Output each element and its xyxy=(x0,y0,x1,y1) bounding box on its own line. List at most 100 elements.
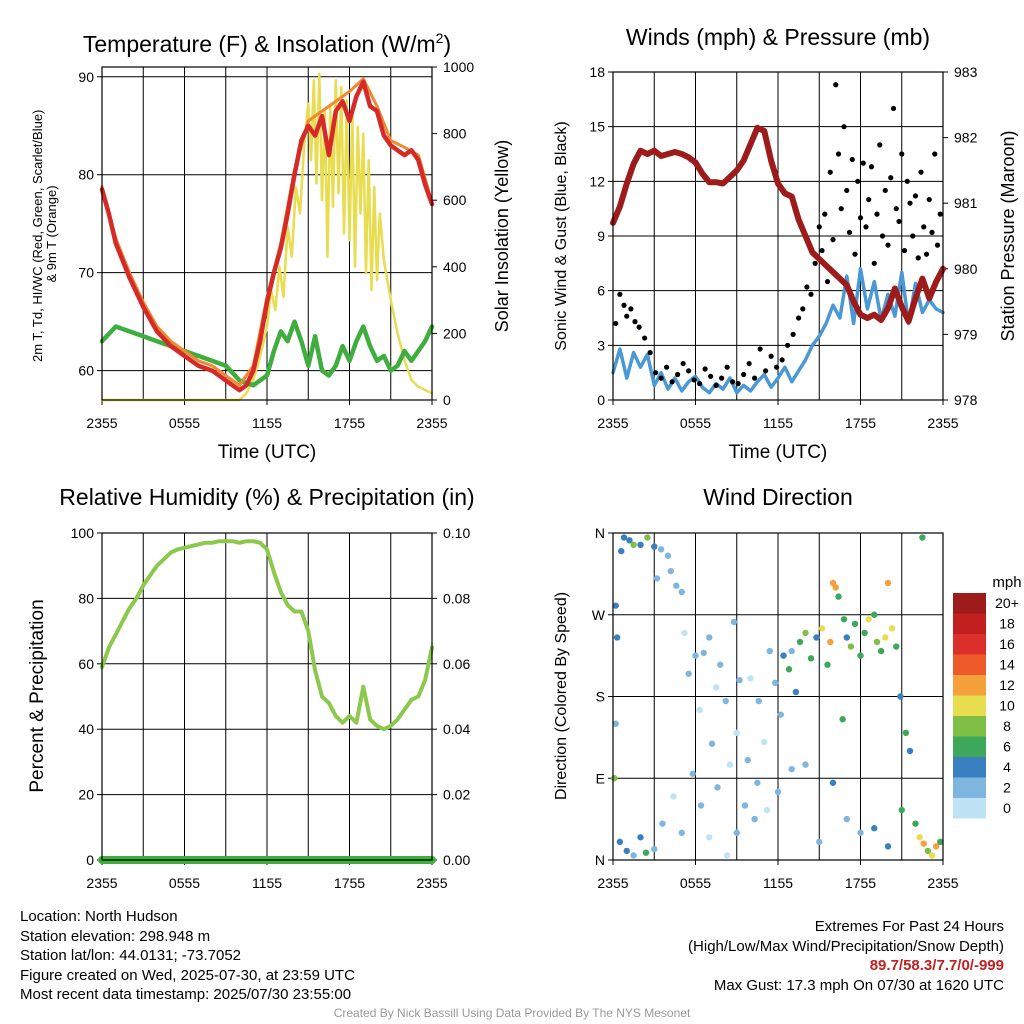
colorbar-swatch xyxy=(953,613,986,634)
direction-point xyxy=(839,716,846,723)
direction-point xyxy=(612,720,619,727)
direction-point xyxy=(827,638,834,646)
gust-point xyxy=(868,164,875,170)
direction-point xyxy=(871,611,878,618)
temperature-y2tick-label: 0 xyxy=(443,392,451,408)
gust-point xyxy=(735,381,741,387)
direction-ylabel-left: Direction (Colored By Speed) xyxy=(553,592,570,800)
direction-point xyxy=(706,634,713,641)
gust-point xyxy=(636,324,642,330)
direction-point xyxy=(865,616,872,623)
gust-point xyxy=(866,196,872,203)
direction-point xyxy=(712,684,720,691)
direction-point xyxy=(884,579,892,587)
chart-marks: 2355 0555 1155 1755 235560708090020040060080… xyxy=(71,59,978,891)
gust-point xyxy=(904,178,910,184)
winds-y2tick-label: 979 xyxy=(954,326,978,342)
direction-point xyxy=(763,806,771,814)
station-latlon: Station lat/lon: 44.0131; -73.7052 xyxy=(20,947,242,964)
direction-point xyxy=(685,670,692,677)
humidity-xtick-label: 1755 xyxy=(334,875,365,891)
direction-point xyxy=(714,784,721,791)
station-elevation: Station elevation: 298.948 m xyxy=(20,927,211,945)
temperature-xlabel: Time (UTC) xyxy=(218,442,317,463)
gust-point xyxy=(841,124,847,130)
direction-ytick-label: S xyxy=(596,689,605,705)
winds-ytick-label: 9 xyxy=(597,228,605,244)
station-location: Location: North Hudson xyxy=(20,908,178,925)
temperature-y2tick-label: 1000 xyxy=(443,59,474,75)
speed-colorbar: 20+ 18 16 14 12 10 8 6 4 2 0 xyxy=(953,593,1019,819)
gust-point xyxy=(857,215,864,221)
direction-point xyxy=(871,825,878,832)
humidity-y2tick-label: 0.04 xyxy=(443,721,470,737)
temperature-2m-line xyxy=(99,79,435,393)
direction-point xyxy=(788,765,795,773)
extremes-values: 89.7/58.3/7.7/0/-999 xyxy=(869,957,1004,974)
winds-ytick-label: 12 xyxy=(589,173,605,189)
direction-point xyxy=(637,541,644,549)
winds-panel: Winds (mph) & Pressure (mb) Sonic Wind &… xyxy=(553,24,1018,463)
colorbar-label: 12 xyxy=(999,677,1015,693)
direction-point xyxy=(747,675,754,682)
colorbar-swatch xyxy=(953,716,986,737)
direction-point xyxy=(611,775,618,782)
winds-xtick-label: 0555 xyxy=(680,415,711,431)
humidity-ytick-label: 20 xyxy=(78,787,94,803)
colorbar-title: mph xyxy=(992,574,1021,591)
gust-point xyxy=(763,368,769,374)
temperature-ytick-label: 60 xyxy=(78,363,94,379)
direction-point xyxy=(916,834,923,841)
colorbar-swatch xyxy=(953,777,986,798)
direction-point xyxy=(722,697,729,705)
direction-point xyxy=(932,843,940,850)
temperature-y2tick-label: 400 xyxy=(443,259,467,275)
direction-point xyxy=(843,815,850,823)
direction-point xyxy=(754,779,761,786)
direction-point xyxy=(788,647,795,655)
gust-point xyxy=(915,255,921,261)
humidity-xtick-label: 1155 xyxy=(252,875,282,891)
temperature-ytick-label: 90 xyxy=(78,69,94,85)
station-info: Location: North Hudson Station elevation… xyxy=(20,907,355,1005)
gust-point xyxy=(816,224,822,230)
temperature-xtick-label: 1755 xyxy=(334,415,365,431)
humidity-y2tick-label: 0.06 xyxy=(443,656,470,672)
gust-point xyxy=(617,291,623,297)
temperature-xtick-label: 2355 xyxy=(86,415,117,431)
direction-point xyxy=(780,652,787,659)
winds-ytick-label: 6 xyxy=(597,283,605,299)
gust-point xyxy=(812,260,818,266)
gust-point xyxy=(746,360,752,367)
direction-point xyxy=(818,625,826,632)
gust-point xyxy=(899,151,905,157)
direction-point xyxy=(766,647,773,655)
direction-point xyxy=(751,815,758,823)
gust-point xyxy=(833,82,839,88)
direction-point xyxy=(813,634,820,641)
direction-point xyxy=(877,647,885,655)
direction-point xyxy=(847,643,855,650)
gust-point xyxy=(713,382,719,389)
direction-point xyxy=(706,834,713,841)
direction-point xyxy=(723,852,731,859)
direction-point xyxy=(696,706,703,714)
direction-point xyxy=(919,534,926,541)
gust-point xyxy=(844,187,850,194)
humidity-ytick-label: 60 xyxy=(78,656,94,672)
winds-ytick-label: 0 xyxy=(597,392,605,408)
direction-point xyxy=(620,534,628,541)
direction-xtick-label: 2355 xyxy=(927,875,958,891)
direction-point xyxy=(697,802,705,809)
gust-point xyxy=(774,364,780,370)
gust-point xyxy=(874,211,880,217)
direction-point xyxy=(681,629,688,637)
direction-point xyxy=(857,829,864,836)
temperature-y2tick-label: 200 xyxy=(443,325,467,341)
direction-point xyxy=(902,729,910,737)
direction-point xyxy=(730,618,738,626)
direction-point xyxy=(807,655,815,662)
direction-point xyxy=(744,756,751,764)
extremes-subtitle: (High/Low/Max Wind/Precipitation/Snow De… xyxy=(688,937,1004,955)
direction-point xyxy=(626,537,633,544)
